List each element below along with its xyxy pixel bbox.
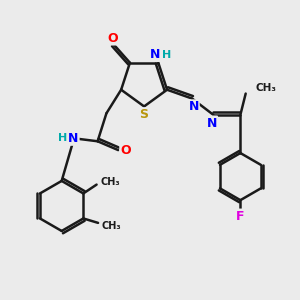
Text: O: O — [107, 32, 118, 44]
Text: N: N — [207, 116, 217, 130]
Text: N: N — [150, 48, 160, 61]
Text: O: O — [120, 144, 131, 157]
Text: CH₃: CH₃ — [102, 221, 121, 231]
Text: N: N — [188, 100, 199, 113]
Text: N: N — [68, 132, 79, 145]
Text: F: F — [236, 210, 244, 223]
Text: CH₃: CH₃ — [100, 177, 120, 187]
Text: CH₃: CH₃ — [256, 83, 277, 93]
Text: H: H — [162, 50, 171, 59]
Text: S: S — [140, 108, 148, 121]
Text: H: H — [58, 133, 68, 143]
